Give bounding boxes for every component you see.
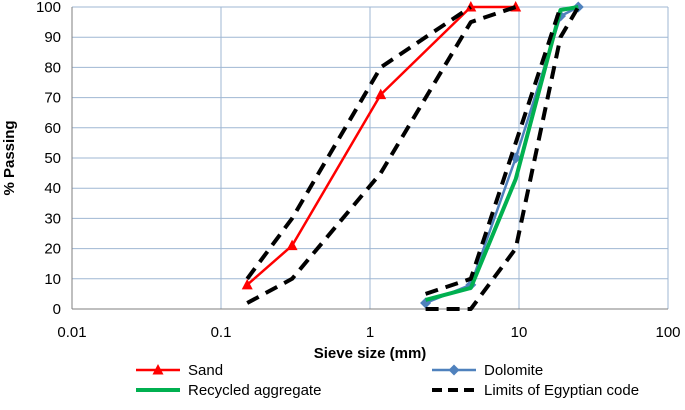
series-recycled-aggregate (425, 5, 579, 302)
y-tick-label: 70 (44, 90, 61, 107)
data-point (286, 239, 298, 251)
legend-label: Recycled aggregate (188, 382, 321, 399)
y-tick-label: 60 (44, 120, 61, 137)
series-line (246, 5, 516, 286)
series-limits-of-egyptian-code (245, 5, 581, 311)
data-point (465, 1, 477, 12)
series-line (425, 5, 579, 305)
legend-item-limits-of-egyptian-code: Limits of Egyptian code (432, 382, 639, 399)
legend-item-dolomite: Dolomite (432, 362, 543, 379)
y-tick-label: 10 (44, 271, 61, 288)
legend-item-sand: Sand (136, 362, 223, 379)
data-point (241, 278, 253, 290)
legend: Sand Dolomite Recycled aggregate Limits of … (136, 362, 639, 399)
legend-marker (152, 364, 164, 375)
series-sand (241, 1, 522, 290)
legend-marker (448, 364, 460, 376)
x-tick-label: 10 (511, 324, 528, 341)
y-tick-label: 90 (44, 29, 61, 46)
y-tick-label: 100 (36, 0, 61, 16)
x-tick-label: 1 (366, 324, 374, 341)
grid (71, 6, 669, 310)
legend-item-recycled-aggregate: Recycled aggregate (136, 382, 321, 399)
legend-label: Sand (188, 362, 223, 379)
y-tick-label: 0 (53, 301, 61, 318)
limit-line (424, 6, 563, 296)
x-tick-label: 0.01 (57, 324, 86, 341)
series-lines (241, 1, 584, 311)
series-line (425, 5, 579, 302)
x-tick-label: 100 (655, 324, 680, 341)
y-tick-label: 50 (44, 150, 61, 167)
y-tick-label: 40 (44, 180, 61, 197)
y-axis-title: % Passing (1, 120, 18, 195)
y-tick-label: 80 (44, 59, 61, 76)
legend-label: Dolomite (484, 362, 543, 379)
y-tick-label: 20 (44, 241, 61, 258)
x-tick-label: 0.1 (211, 324, 232, 341)
limit-line (246, 5, 517, 305)
axes (71, 7, 668, 310)
limit-line (425, 5, 581, 311)
legend-label: Limits of Egyptian code (484, 382, 639, 399)
x-axis-title: Sieve size (mm) (314, 345, 427, 362)
tick-labels: 0 10 20 30 40 50 60 70 80 90 100 0.01 0.1 1 10 100 (36, 0, 681, 341)
y-tick-label: 30 (44, 210, 61, 227)
limit-line (245, 5, 472, 280)
data-point (375, 88, 387, 100)
